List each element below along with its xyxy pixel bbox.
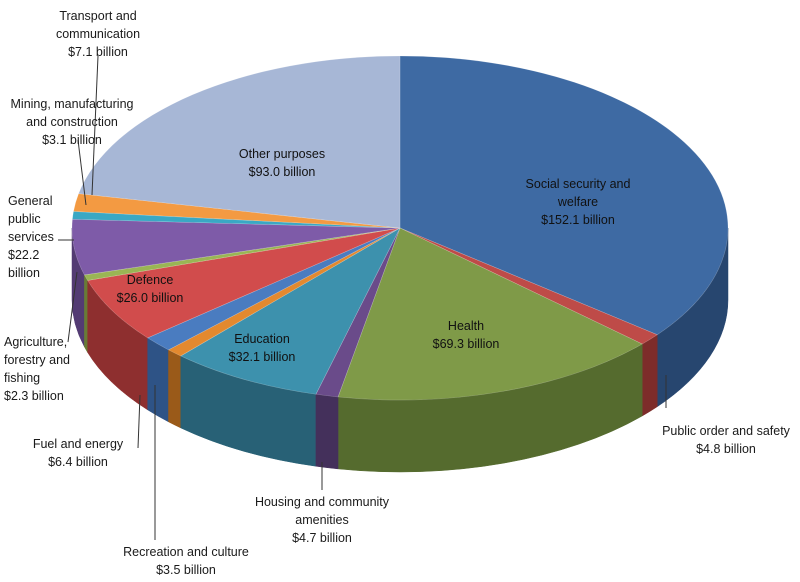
slice-label-line: Recreation and culture — [123, 545, 249, 559]
pie-slice-transport-and-communication — [73, 193, 401, 229]
slice-label-line: $152.1 billion — [541, 213, 615, 227]
pie-slice-mining-manufacturing-and-construction — [72, 211, 401, 229]
slice-label-line: and construction — [26, 115, 118, 129]
slice-label-line: Housing and community — [255, 495, 390, 509]
slice-label-housing-and-community-amenities: Housing and community amenities $4.7 billi… — [255, 495, 390, 545]
slice-label-line: $69.3 billion — [433, 337, 500, 351]
slice-label-line: $6.4 billion — [48, 455, 108, 469]
pie-slice-other-purposes — [78, 55, 401, 229]
slice-label-line: $93.0 billion — [249, 165, 316, 179]
slice-label-line: Agriculture, — [4, 335, 67, 349]
slice-label-line: billion — [8, 266, 40, 280]
pie-slice-health — [337, 227, 643, 401]
pie-side-recreation-and-culture — [168, 349, 182, 429]
pie-slice-public-order-and-safety — [399, 227, 658, 345]
pie-slice-fuel-and-energy — [147, 227, 401, 351]
pie-side-agriculture-forestry-and-fishing — [84, 274, 88, 354]
slice-label-line: $7.1 billion — [68, 45, 128, 59]
slice-label-recreation-and-culture: Recreation and culture $3.5 billion — [123, 545, 249, 577]
slice-label-line: Public order and safety — [662, 424, 791, 438]
pie-side-public-order-and-safety — [641, 334, 658, 417]
slice-label-line: communication — [56, 27, 140, 41]
slice-label-line: Social security and — [526, 177, 631, 191]
slice-label-mining-manufacturing-and-construction: Mining, manufacturing and construction $3.… — [11, 97, 134, 147]
pie-slice-education — [180, 227, 401, 395]
slice-label-defence: Defence $26.0 billion — [117, 273, 184, 305]
pie-slice-housing-and-community-amenities — [315, 227, 401, 398]
slice-label-health: Health $69.3 billion — [433, 319, 500, 351]
leader-line-agriculture-forestry-and-fishing — [67, 271, 78, 343]
slice-label-line: Transport and — [59, 9, 136, 23]
slice-label-public-order-and-safety: Public order and safety $4.8 billion — [662, 424, 791, 456]
slice-label-line: welfare — [557, 195, 598, 209]
slice-label-line: $3.5 billion — [156, 563, 216, 577]
slice-label-line: $4.8 billion — [696, 442, 756, 456]
slice-labels: Social security and welfare $152.1 billion… — [4, 9, 791, 577]
slice-label-line: $2.3 billion — [4, 389, 64, 403]
slice-label-line: services — [8, 230, 54, 244]
slice-label-line: fishing — [4, 371, 40, 385]
slice-label-other-purposes: Other purposes $93.0 billion — [239, 147, 325, 179]
leader-line-mining-manufacturing-and-construction — [77, 139, 87, 206]
leader-lines — [58, 55, 667, 540]
slice-label-line: $4.7 billion — [292, 531, 352, 545]
slice-label-social-security-and-welfare: Social security and welfare $152.1 billion — [526, 177, 631, 227]
slice-label-agriculture-forestry-and-fishing: Agriculture, forestry and fishing $2.3 bill… — [4, 335, 70, 403]
pie-slice-agriculture-forestry-and-fishing — [83, 227, 401, 281]
pie-slice-social-security-and-welfare — [399, 55, 729, 336]
slice-label-line: Education — [234, 332, 290, 346]
slice-label-line: $26.0 billion — [117, 291, 184, 305]
slice-label-line: Mining, manufacturing — [11, 97, 134, 111]
pie-top-faces — [71, 55, 729, 401]
leader-line-transport-and-communication — [91, 55, 99, 196]
slice-label-fuel-and-energy: Fuel and energy $6.4 billion — [33, 437, 124, 469]
slice-label-transport-and-communication: Transport and communication $7.1 billion — [56, 9, 140, 59]
slice-label-line: Other purposes — [239, 147, 325, 161]
slice-label-line: amenities — [295, 513, 349, 527]
slice-label-line: Defence — [127, 273, 174, 287]
slice-label-line: public — [8, 212, 41, 226]
pie-slice-general-public-services — [71, 218, 401, 276]
pie-side-housing-and-community-amenities — [315, 393, 339, 470]
slice-label-general-public-services: General public services $22.2 billion — [8, 194, 54, 280]
slice-label-line: General — [8, 194, 52, 208]
leader-line-fuel-and-energy — [137, 394, 141, 449]
pie-slice-defence — [87, 227, 401, 339]
slice-label-line: Health — [448, 319, 484, 333]
pie-side-fuel-and-energy — [147, 337, 169, 423]
slice-label-line: $22.2 — [8, 248, 39, 262]
slice-label-line: $3.1 billion — [42, 133, 102, 147]
pie-slice-recreation-and-culture — [167, 227, 401, 357]
slice-label-education: Education $32.1 billion — [229, 332, 296, 364]
slice-label-line: Fuel and energy — [33, 437, 124, 451]
slice-label-line: $32.1 billion — [229, 350, 296, 364]
slice-label-line: forestry and — [4, 353, 70, 367]
